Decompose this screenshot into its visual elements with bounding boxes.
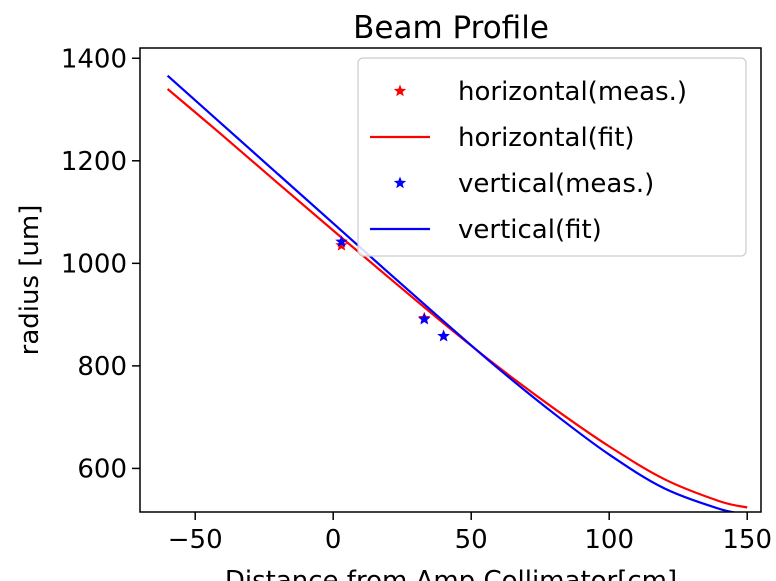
legend-star-swatch — [393, 84, 407, 97]
legend-entry: horizontal(fit) — [370, 123, 635, 153]
y-tick-label: 800 — [77, 352, 127, 382]
x-tick-label: 150 — [722, 525, 772, 555]
legend-label: vertical(meas.) — [458, 169, 654, 199]
data-point-2-1 — [418, 312, 431, 325]
y-tick-label: 1000 — [61, 249, 127, 279]
y-axis: 600 800 1000 1200 1400 — [61, 44, 140, 484]
x-tick-label: −50 — [168, 525, 223, 555]
data-point-2-2 — [437, 329, 450, 342]
y-tick-label: 1200 — [61, 147, 127, 177]
x-axis: −50 0 50 100 150 — [168, 512, 772, 555]
x-tick-label: 100 — [584, 525, 634, 555]
legend-entry: vertical(fit) — [370, 215, 602, 245]
legend: horizontal(meas.) horizontal(fit) vertical… — [357, 57, 747, 257]
y-axis-title: radius [um] — [15, 205, 45, 356]
chart-title: Beam Profile — [353, 10, 549, 46]
legend-box — [357, 57, 747, 257]
plot-frame — [139, 47, 762, 513]
x-tick-label: 50 — [455, 525, 488, 555]
x-tick-label: 0 — [325, 525, 342, 555]
data-point-2-0 — [335, 235, 348, 248]
legend-label: horizontal(fit) — [458, 123, 635, 153]
legend-label: vertical(fit) — [458, 215, 602, 245]
x-axis-title: Distance from Amp Collimator[cm] — [225, 566, 677, 581]
legend-entry: vertical(meas.) — [393, 169, 654, 199]
legend-entry: horizontal(meas.) — [393, 77, 687, 107]
data-point-0-0 — [335, 238, 348, 251]
y-tick-label: 600 — [77, 454, 127, 484]
series-line-3 — [166, 74, 738, 512]
legend-label: horizontal(meas.) — [458, 77, 687, 107]
y-tick-label: 1400 — [61, 44, 127, 74]
legend-star-swatch — [393, 176, 407, 189]
